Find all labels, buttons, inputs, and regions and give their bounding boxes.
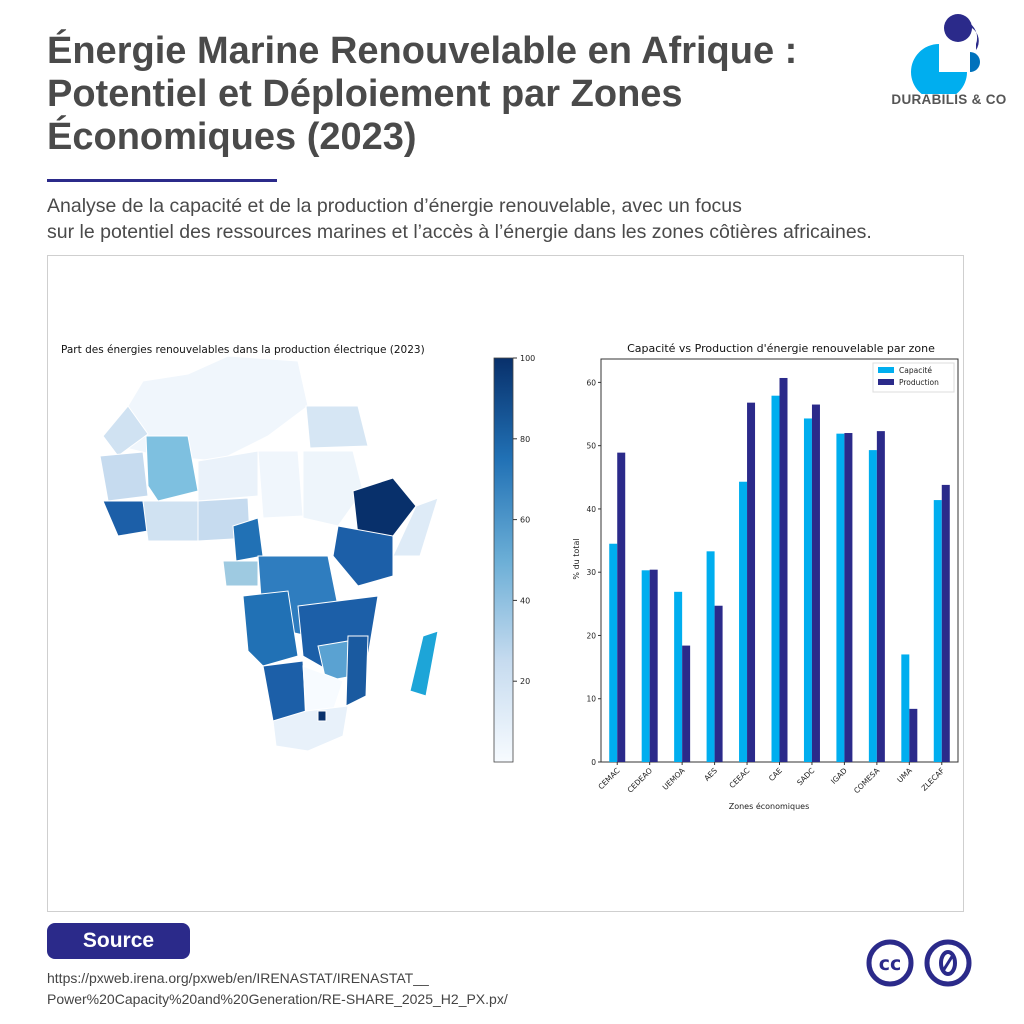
bar-capacité-zlecaf xyxy=(933,500,942,762)
bar-capacité-sadc xyxy=(803,418,812,762)
bar-production-ceeac xyxy=(747,402,756,762)
bar-capacité-cae xyxy=(771,395,780,762)
country-sudan xyxy=(302,450,364,527)
country-gabon-congo xyxy=(222,560,259,587)
bar-production-uemoa xyxy=(682,645,691,762)
x-tick-label: CEMAC xyxy=(596,766,621,791)
legend: Capacité Production xyxy=(872,362,955,393)
x-tick-label: ZLECAF xyxy=(919,766,946,793)
map-title: Part des énergies renouvelables dans la … xyxy=(61,344,425,356)
logo-text: DURABILIS & CO xyxy=(891,92,1007,107)
x-axis-label: Zones économiques xyxy=(729,801,810,811)
africa-choropleth-map xyxy=(99,355,439,752)
bar-production-cedeao xyxy=(649,569,658,762)
country-west-interior xyxy=(142,500,199,542)
bar-production-cae xyxy=(779,377,788,762)
source-url-line-2[interactable]: Power%20Capacity%20and%20Generation/RE-S… xyxy=(47,991,508,1007)
country-cameroon xyxy=(232,517,264,562)
charts-canvas: Part des énergies renouvelables dans la … xyxy=(61,342,959,811)
country-chad xyxy=(257,450,304,519)
legend-swatch xyxy=(878,367,894,373)
country-angola xyxy=(242,590,299,667)
country-west-coast xyxy=(102,500,149,537)
bar-capacité-igad xyxy=(836,433,845,762)
x-tick-label: SADC xyxy=(795,766,816,787)
country-south-africa xyxy=(272,705,349,752)
y-tick-label: 10 xyxy=(586,695,596,704)
country-mozambique xyxy=(345,635,369,707)
page-subtitle: Analyse de la capacité et de la producti… xyxy=(47,193,1007,245)
bar-production-cemac xyxy=(617,452,626,762)
y-tick-label: 0 xyxy=(591,758,596,767)
legend-box xyxy=(872,362,955,393)
svg-text:cc: cc xyxy=(879,953,902,975)
colorbar-tick-label: 40 xyxy=(520,596,530,605)
bar-production-igad xyxy=(844,433,853,762)
bar-production-comesa xyxy=(876,431,885,762)
y-axis-label: % du total xyxy=(572,538,581,579)
cc-icon: cc xyxy=(866,939,914,987)
y-tick-label: 30 xyxy=(586,568,596,577)
bar-production-uma xyxy=(909,708,918,762)
colorbar-tick-label: 60 xyxy=(520,516,530,525)
subtitle-line-1: Analyse de la capacité et de la producti… xyxy=(47,195,742,217)
country-morocco xyxy=(102,405,149,457)
logo-mark-icon xyxy=(911,14,980,100)
durabilis-logo: DURABILIS & CO xyxy=(884,14,1014,114)
y-tick-label: 60 xyxy=(586,378,596,387)
bar-production-sadc xyxy=(811,404,820,762)
x-tick-label: COMESA xyxy=(852,765,882,795)
country-madagascar xyxy=(409,630,439,697)
subtitle-line-2: sur le potentiel des ressources marines … xyxy=(47,221,872,243)
legend-label: Production xyxy=(899,378,939,387)
country-mali xyxy=(145,435,199,502)
y-tick-label: 40 xyxy=(586,505,596,514)
colorbar xyxy=(493,357,514,763)
country-kenya-uganda xyxy=(332,525,394,587)
colorbar-ticks: 20 40 60 80 100 xyxy=(513,354,535,686)
colorbar-tick-label: 20 xyxy=(520,677,530,686)
country-niger xyxy=(197,450,259,502)
bar-capacité-cemac xyxy=(609,543,618,762)
title-divider xyxy=(47,179,277,182)
bar-capacité-uemoa xyxy=(674,591,683,762)
bar-production-zlecaf xyxy=(941,484,950,762)
bar-capacité-ceeac xyxy=(739,481,748,762)
x-tick-label: CEEAC xyxy=(727,766,751,790)
page-title: Énergie Marine Renouvelable en Afrique :… xyxy=(47,30,798,158)
bar-capacité-comesa xyxy=(868,450,877,762)
country-lesotho xyxy=(317,710,327,722)
y-tick-label: 50 xyxy=(586,442,596,451)
colorbar-tick-label: 100 xyxy=(520,354,535,363)
source-button[interactable]: Source xyxy=(47,923,190,959)
x-tick-label: AES xyxy=(702,766,719,783)
country-egypt xyxy=(305,405,369,449)
license-badges: cc xyxy=(866,939,972,987)
bar-capacité-cedeao xyxy=(641,570,650,762)
x-tick-label: UEMOA xyxy=(661,765,687,791)
source-url[interactable]: https://pxweb.irena.org/pxweb/en/IRENAST… xyxy=(47,968,508,1010)
bar-capacité-aes xyxy=(706,551,715,762)
source-url-line-1[interactable]: https://pxweb.irena.org/pxweb/en/IRENAST… xyxy=(47,970,429,986)
x-tick-label: IGAD xyxy=(829,766,849,786)
legend-swatch xyxy=(878,379,894,385)
country-ethiopia xyxy=(352,477,417,537)
bar-production-aes xyxy=(714,605,723,762)
country-mauritania xyxy=(99,451,149,502)
country-somalia xyxy=(392,497,439,557)
x-tick-label: UMA xyxy=(895,765,914,784)
bar-chart: 0 10 20 30 40 50 60 CEMAC CEDEAO UEMOA AES CEEAC CAE… xyxy=(586,358,959,795)
bar-chart-title: Capacité vs Production d'énergie renouve… xyxy=(627,342,935,355)
x-tick-label: CEDEAO xyxy=(626,766,655,795)
cc-zero-icon xyxy=(924,939,972,987)
y-tick-label: 20 xyxy=(586,631,596,640)
charts-panel: Part des énergies renouvelables dans la … xyxy=(47,255,964,912)
bar-capacité-uma xyxy=(901,654,910,762)
legend-label: Capacité xyxy=(899,366,932,375)
x-tick-label: CAE xyxy=(767,766,784,783)
colorbar-tick-label: 80 xyxy=(520,435,530,444)
